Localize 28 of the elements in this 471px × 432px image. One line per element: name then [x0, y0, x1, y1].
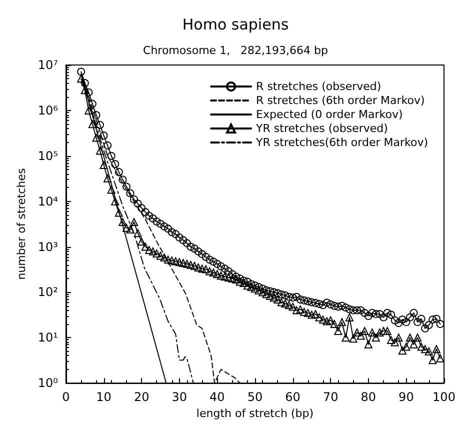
x-axis-title: length of stretch (bp): [196, 407, 314, 420]
y-tick-label: 10⁵: [38, 148, 58, 163]
x-tick-label: 60: [285, 390, 300, 404]
x-tick-label: 70: [322, 390, 338, 404]
y-tick-label: 10⁰: [38, 376, 58, 390]
y-tick-label: 10²: [38, 285, 58, 300]
x-tick-label: 40: [210, 390, 225, 404]
chart-subtitle: Chromosome 1, 282,193,664 bp: [143, 44, 328, 57]
x-tick-label: 80: [360, 390, 376, 404]
y-tick-label: 10⁷: [38, 58, 58, 72]
legend-label: R stretches (observed): [256, 80, 382, 93]
legend-label: YR stretches (observed): [255, 122, 388, 135]
y-tick-label: 10⁶: [38, 103, 58, 118]
x-tick-label: 50: [247, 390, 263, 404]
x-tick-label: 90: [398, 390, 414, 404]
y-tick-label: 10⁴: [38, 194, 58, 208]
y-tick-label: 10¹: [38, 330, 58, 345]
legend-label: Expected (0 order Markov): [256, 108, 403, 121]
x-tick-label: 0: [62, 390, 70, 404]
x-tick-label: 20: [134, 390, 150, 404]
y-tick-label: 10³: [38, 240, 58, 254]
x-tick-label: 10: [96, 390, 112, 404]
y-axis-title: number of stretches: [15, 168, 28, 280]
chart-title: Homo sapiens: [182, 16, 289, 34]
x-tick-label: 100: [432, 390, 456, 404]
legend-label: YR stretches(6th order Markov): [255, 136, 428, 149]
x-tick-label: 30: [172, 390, 188, 404]
legend-label: R stretches (6th order Markov): [256, 94, 425, 107]
